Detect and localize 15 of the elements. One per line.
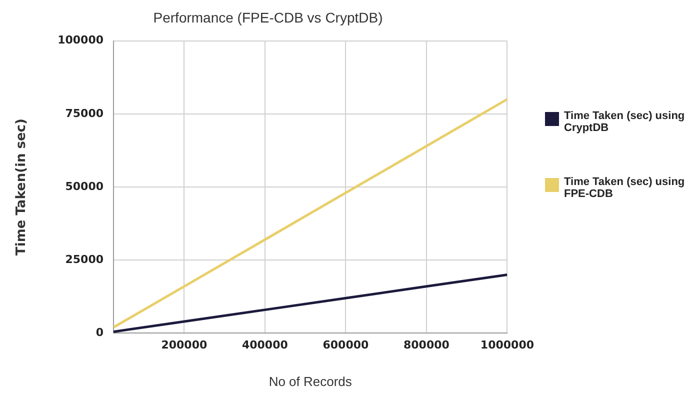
chart-title: Performance (FPE-CDB vs CryptDB)	[153, 9, 383, 26]
y-tick-label: 25000	[65, 252, 104, 266]
y-axis-title: Time Taken(in sec)	[14, 118, 30, 256]
y-tick-label: 100000	[58, 34, 104, 47]
x-axis-title: No of Records	[268, 374, 352, 389]
x-tick-label: 400000	[242, 338, 288, 352]
x-tick-label: 200000	[161, 338, 208, 352]
legend-label: Time Taken (sec) using CryptDB	[564, 110, 686, 134]
y-tick-label: 0	[96, 326, 104, 340]
x-tick-label: 1000000	[480, 338, 534, 352]
y-tick-label: 50000	[65, 180, 104, 193]
legend-label: Time Taken (sec) using FPE-CDB	[564, 176, 686, 200]
y-tick-label: 75000	[65, 106, 104, 120]
x-tick-label: 600000	[322, 338, 369, 352]
x-tick-label: 800000	[403, 338, 450, 352]
